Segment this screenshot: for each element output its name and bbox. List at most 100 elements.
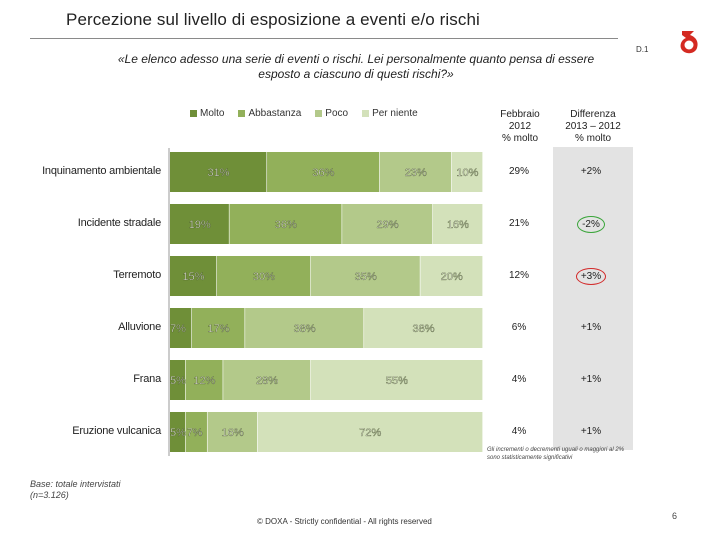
bar-segment-per-niente	[257, 412, 483, 452]
bar-segment-per-niente	[432, 204, 483, 244]
difference-column-background	[553, 147, 633, 450]
bar-value-label: 16%	[447, 219, 469, 231]
footer-copyright: © DOXA - Strictly confidential - All rig…	[257, 517, 432, 526]
legend-label-poco: Poco	[325, 108, 349, 119]
febbraio-2012-value: 4%	[511, 426, 527, 437]
bar-value-label: 16%	[222, 427, 244, 439]
bar-value-label: 7%	[187, 427, 203, 439]
bar-value-label: 35%	[355, 271, 377, 283]
bar-segment-molto	[170, 412, 186, 452]
bar-segment-per-niente	[420, 256, 483, 296]
febbraio-2012-value: 4%	[511, 374, 527, 385]
category-label: Alluvione	[118, 321, 161, 333]
legend-label-per-niente: Per niente	[372, 108, 418, 119]
difference-cell: +2%	[561, 164, 621, 179]
bar-value-label: 12%	[193, 375, 215, 387]
bar-value-label: 20%	[441, 271, 463, 283]
chart-legend: Molto Abbastanza Poco Per niente	[190, 108, 418, 119]
difference-cell: +1%	[561, 320, 621, 335]
bar-segment-molto	[170, 256, 217, 296]
survey-question: «Le elenco adesso una serie di eventi o …	[117, 52, 595, 81]
base-note: Base: totale intervistati (n=3.126)	[30, 479, 121, 501]
significance-note: Gli incrementi o decrementi uguali o mag…	[487, 447, 625, 461]
difference-cell: +1%	[561, 372, 621, 387]
bar-segment-abbastanza	[185, 360, 223, 400]
bar-segment-molto	[170, 204, 229, 244]
difference-cell: +3%	[561, 268, 621, 285]
bar-value-label: 31%	[207, 167, 229, 179]
bar-value-label: 23%	[405, 167, 427, 179]
difference-value: +1%	[580, 322, 602, 333]
bar-value-label: 72%	[359, 427, 381, 439]
bar-value-label: 38%	[294, 323, 316, 335]
page-number: 6	[672, 511, 678, 521]
bar-segment-molto	[170, 308, 192, 348]
bar-segment-poco	[342, 204, 433, 244]
column-header-difference-line3: % molto	[574, 133, 612, 144]
bar-value-label: 15%	[182, 271, 204, 283]
column-header-2012-line1: Febbraio	[500, 109, 540, 120]
base-label: Base: totale intervistati	[30, 479, 121, 489]
category-label: Inquinamento ambientale	[42, 165, 161, 177]
bar-segment-abbastanza	[185, 412, 207, 452]
febbraio-2012-value: 12%	[508, 270, 529, 281]
title-divider	[30, 38, 618, 39]
bar-value-label: 17%	[207, 323, 229, 335]
legend-label-molto: Molto	[200, 108, 225, 119]
slide-code: D.1	[636, 45, 649, 54]
column-header-difference-line1: Differenza	[570, 109, 616, 120]
legend-label-abbastanza: Abbastanza	[248, 108, 302, 119]
bar-segment-per-niente	[451, 152, 483, 192]
bar-segment-poco	[245, 308, 364, 348]
bar-segment-molto	[170, 152, 267, 192]
column-header-2012: Febbraio 2012 % molto	[487, 109, 553, 145]
bar-segment-molto	[170, 360, 186, 400]
bar-segment-per-niente	[364, 308, 483, 348]
bar-segment-abbastanza	[267, 152, 380, 192]
bar-value-label: 28%	[256, 375, 278, 387]
bar-value-label: 36%	[312, 167, 334, 179]
column-header-2012-line2: 2012	[508, 121, 532, 132]
column-header-2012-line3: % molto	[501, 133, 539, 144]
category-label: Eruzione vulcanica	[72, 425, 161, 437]
bar-segment-abbastanza	[216, 256, 311, 296]
difference-value: -2%	[577, 216, 605, 233]
column-header-difference: Differenza 2013 – 2012 % molto	[553, 109, 633, 145]
category-label: Terremoto	[113, 269, 161, 281]
difference-value: +1%	[580, 426, 602, 437]
bar-value-label: 5%	[170, 427, 186, 439]
bar-segment-abbastanza	[191, 308, 245, 348]
category-label: Incidente stradale	[77, 217, 161, 229]
febbraio-2012-value: 21%	[508, 218, 529, 229]
legend-item-abbastanza: Abbastanza	[238, 108, 301, 119]
bar-segment-poco	[207, 412, 258, 452]
legend-swatch-per-niente	[362, 110, 370, 117]
legend-swatch-poco	[315, 110, 323, 117]
bar-value-label: 55%	[386, 375, 408, 387]
bar-value-label: 19%	[189, 219, 211, 231]
category-label: Frana	[133, 373, 161, 385]
bar-segment-poco	[379, 152, 452, 192]
doxa-logo-icon	[676, 28, 702, 56]
legend-item-molto: Molto	[190, 108, 224, 119]
bar-value-label: 10%	[456, 167, 478, 179]
bar-value-label: 29%	[377, 219, 399, 231]
febbraio-2012-value: 29%	[508, 166, 529, 177]
slide-title: Percezione sul livello di esposizione a …	[66, 10, 480, 29]
difference-cell: +1%	[561, 424, 621, 439]
bar-segment-abbastanza	[229, 204, 342, 244]
bar-segment-per-niente	[310, 360, 483, 400]
legend-item-poco: Poco	[315, 108, 348, 119]
legend-swatch-molto	[190, 110, 197, 117]
bar-value-label: 30%	[253, 271, 275, 283]
base-sample-size: (n=3.126)	[30, 490, 69, 500]
bar-value-label: 38%	[413, 323, 435, 335]
bar-value-label: 7%	[170, 323, 186, 335]
difference-value: +3%	[575, 268, 607, 285]
bar-value-label: 36%	[275, 219, 297, 231]
column-header-difference-line2: 2013 – 2012	[565, 121, 621, 132]
difference-cell: -2%	[561, 216, 621, 233]
bar-value-label: 5%	[170, 375, 186, 387]
legend-item-per-niente: Per niente	[362, 108, 418, 119]
